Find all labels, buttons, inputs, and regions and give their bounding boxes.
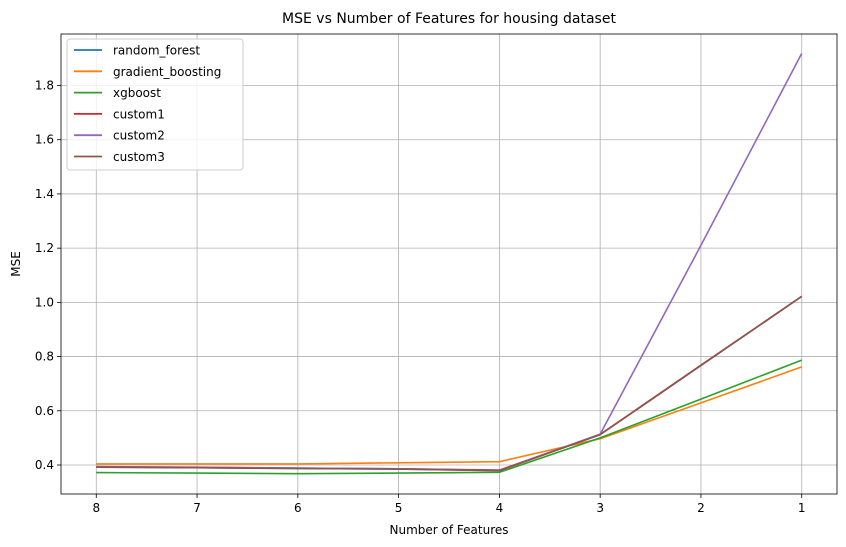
x-tick-label: 8 — [92, 501, 100, 515]
x-tick-label: 3 — [596, 501, 604, 515]
legend-label-random-forest: random_forest — [113, 44, 200, 58]
chart-title: MSE vs Number of Features for housing da… — [282, 11, 616, 27]
y-tick-label: 1.6 — [35, 133, 54, 147]
y-tick-label: 0.8 — [35, 350, 54, 364]
x-tick-label: 1 — [798, 501, 806, 515]
y-tick-label: 0.6 — [35, 404, 54, 418]
y-tick-label: 0.4 — [35, 458, 54, 472]
x-tick-label: 6 — [294, 501, 302, 515]
legend-label-xgboost: xgboost — [113, 86, 161, 100]
series-lines — [96, 53, 803, 475]
x-tick-label: 7 — [193, 501, 201, 515]
y-axis-title: MSE — [9, 251, 23, 277]
x-tick-label: 5 — [395, 501, 403, 515]
grid — [61, 34, 837, 494]
y-axis: 0.4 0.6 0.8 1.0 1.2 1.4 1.6 1.8 — [35, 79, 61, 472]
legend-label-custom2: custom2 — [113, 129, 165, 143]
y-tick-label: 1.4 — [35, 187, 54, 201]
x-axis: 8 7 6 5 4 3 2 1 — [92, 494, 806, 515]
series-line-gradient-boosting — [96, 366, 802, 465]
x-tick-label: 2 — [697, 501, 705, 515]
y-tick-label: 1.8 — [35, 79, 54, 93]
plot-frame — [60, 33, 838, 495]
series-line-xgboost — [96, 359, 802, 475]
legend-frame — [66, 38, 244, 171]
x-axis-title: Number of Features — [390, 523, 509, 537]
y-tick-label: 1.0 — [35, 295, 54, 309]
legend-label-custom3: custom3 — [113, 150, 165, 164]
legend-label-gradient-boosting: gradient_boosting — [113, 65, 221, 79]
y-tick-label: 1.2 — [35, 241, 54, 255]
legend-label-custom1: custom1 — [113, 107, 165, 121]
x-tick-label: 4 — [496, 501, 504, 515]
series-line-custom3 — [96, 295, 803, 472]
plot-area — [60, 33, 838, 495]
